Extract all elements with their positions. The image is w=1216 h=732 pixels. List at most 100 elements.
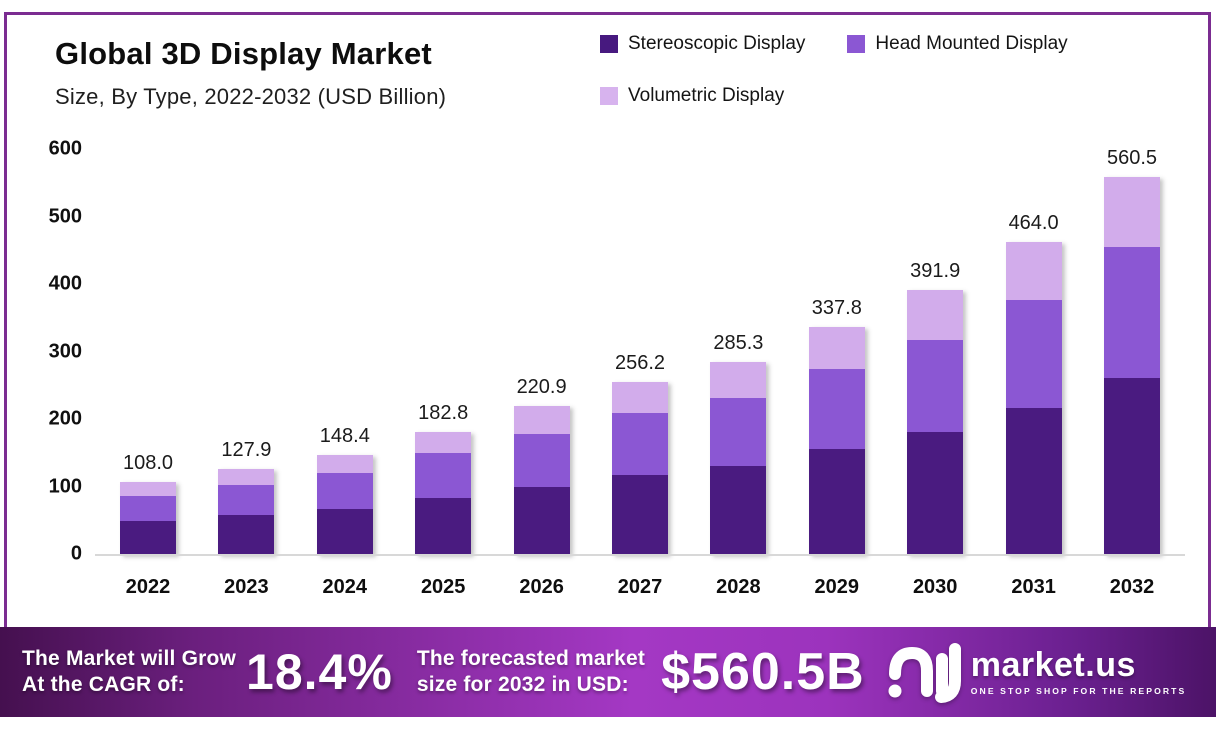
bar-2031-stereoscopic-display-segment <box>1005 408 1062 555</box>
bar-2023-volumetric-display-segment <box>218 468 275 485</box>
bar-2028-head-mounted-display-segment <box>710 398 767 466</box>
x-label-2024: 2024 <box>322 576 368 598</box>
bar-2029-volumetric-display-segment <box>808 327 865 370</box>
y-tick-100: 100 <box>48 475 82 497</box>
bar-total-label-2023: 127.9 <box>221 438 272 461</box>
bar-2028-volumetric-display-segment <box>710 362 767 399</box>
bar-2027: 256.2 <box>612 352 668 555</box>
bar-total-label-2028: 285.3 <box>713 332 764 355</box>
legend-item-head-mounted: Head Mounted Display <box>847 33 1068 55</box>
cagr-label-line2: At the CAGR of: <box>22 673 185 696</box>
forecast-label: The forecasted market size for 2032 in U… <box>417 646 645 697</box>
cagr-label: The Market will Grow At the CAGR of: <box>22 646 236 697</box>
bar-2030-stereoscopic-display-segment <box>907 431 964 555</box>
bar-total-label-2027: 256.2 <box>614 352 666 375</box>
bar-2027-head-mounted-display-segment <box>612 413 668 475</box>
bar-2026-stereoscopic-display-segment <box>513 486 570 555</box>
bar-2029-stereoscopic-display-segment <box>808 449 865 555</box>
brand-text: market.us ONE STOP SHOP FOR THE REPORTS <box>971 648 1187 696</box>
bar-2029: 337.8 <box>808 297 865 555</box>
y-tick-200: 200 <box>48 407 82 430</box>
bar-chart-plot-area: 108.0 127.9 148.4 182.8 220.9 256.2 285.3 337.8… <box>95 147 1185 555</box>
bar-2024-head-mounted-display-segment <box>316 472 373 509</box>
bar-2032-volumetric-display-segment <box>1104 176 1160 247</box>
bar-2025-stereoscopic-display-segment <box>415 498 472 555</box>
bar-2031-head-mounted-display-segment <box>1005 299 1062 409</box>
bar-2024: 148.4 <box>316 425 373 555</box>
bar-2025-head-mounted-display-segment <box>415 453 472 499</box>
bar-total-label-2022: 108.0 <box>122 452 174 475</box>
bar-2023-head-mounted-display-segment <box>218 484 275 516</box>
bar-2032: 560.5 <box>1104 147 1160 555</box>
cagr-value: 18.4% <box>246 644 393 700</box>
bottom-banner: The Market will Grow At the CAGR of: 18.… <box>0 627 1216 717</box>
y-tick-0: 0 <box>70 542 82 565</box>
bar-2030: 391.9 <box>907 260 964 555</box>
bar-total-label-2029: 337.8 <box>811 297 862 319</box>
bar-2022-volumetric-display-segment <box>120 482 176 497</box>
bar-2026-volumetric-display-segment <box>513 405 570 434</box>
forecast-label-line1: The forecasted market <box>416 647 646 671</box>
x-label-2026: 2026 <box>519 576 564 598</box>
forecast-value: $560.5B <box>661 643 865 701</box>
forecast-label-line2: size for 2032 in USD: <box>416 673 629 696</box>
legend-swatch-stereoscopic-icon <box>600 35 618 53</box>
bar-2031-volumetric-display-segment <box>1005 241 1062 300</box>
legend-label: Head Mounted Display <box>875 33 1068 54</box>
bar-2029-head-mounted-display-segment <box>808 369 865 450</box>
bar-2028: 285.3 <box>710 332 767 555</box>
bar-total-label-2024: 148.4 <box>319 424 370 447</box>
bar-2027-volumetric-display-segment <box>612 382 668 414</box>
legend-item-stereoscopic: Stereoscopic Display <box>600 33 805 55</box>
bar-2022-head-mounted-display-segment <box>120 496 176 522</box>
legend-swatch-volumetric-icon <box>600 87 618 105</box>
legend-row-2: Volumetric Display <box>600 85 1200 107</box>
bar-2023: 127.9 <box>218 439 275 555</box>
bar-2032-head-mounted-display-segment <box>1104 246 1160 378</box>
legend-label: Stereoscopic Display <box>628 33 806 54</box>
bar-2022-stereoscopic-display-segment <box>120 521 176 555</box>
page-subtitle: Size, By Type, 2022-2032 (USD Billion) <box>55 84 447 109</box>
bar-2030-volumetric-display-segment <box>907 290 964 340</box>
x-axis-labels: 2022 2023 2024 2025 2026 2027 2028 2029 2030 2031… <box>95 576 1185 602</box>
page-title: Global 3D Display Market <box>55 36 432 71</box>
x-label-2032: 2032 <box>1109 576 1155 598</box>
bar-total-label-2025: 182.8 <box>418 401 469 424</box>
bar-total-label-2031: 464.0 <box>1008 211 1059 234</box>
bar-2025-volumetric-display-segment <box>415 431 472 454</box>
legend-label: Volumetric Display <box>628 85 785 106</box>
legend-row-1: Stereoscopic Display Head Mounted Displa… <box>600 33 1200 55</box>
x-label-2022: 2022 <box>125 576 171 598</box>
bar-total-label-2032: 560.5 <box>1106 146 1158 169</box>
bar-total-label-2030: 391.9 <box>910 260 961 283</box>
bar-2026: 220.9 <box>513 376 570 555</box>
bar-2027-stereoscopic-display-segment <box>612 474 668 555</box>
marketus-logo-icon <box>888 643 961 703</box>
x-label-2030: 2030 <box>912 576 958 598</box>
bar-2024-stereoscopic-display-segment <box>316 508 373 555</box>
brand-tagline: ONE STOP SHOP FOR THE REPORTS <box>970 686 1187 696</box>
x-label-2029: 2029 <box>814 576 860 598</box>
bar-2028-stereoscopic-display-segment <box>710 465 767 555</box>
y-tick-600: 600 <box>48 137 82 160</box>
x-label-2027: 2027 <box>617 576 663 598</box>
bar-2026-head-mounted-display-segment <box>513 433 570 487</box>
legend-swatch-head-mounted-icon <box>847 35 866 53</box>
legend-item-volumetric: Volumetric Display <box>600 85 784 107</box>
y-tick-400: 400 <box>48 272 82 295</box>
bar-2024-volumetric-display-segment <box>316 454 373 473</box>
x-label-2023: 2023 <box>224 576 269 598</box>
bar-2031: 464.0 <box>1005 212 1062 555</box>
bar-2023-stereoscopic-display-segment <box>218 515 275 555</box>
marketus-brand: market.us ONE STOP SHOP FOR THE REPORTS <box>887 641 1187 703</box>
x-axis-baseline <box>95 554 1185 556</box>
bar-2025: 182.8 <box>415 402 472 555</box>
chart-legend: Stereoscopic Display Head Mounted Displa… <box>600 33 1200 137</box>
brand-name: market.us <box>970 646 1136 684</box>
y-tick-500: 500 <box>48 205 82 227</box>
bar-2022: 108.0 <box>120 452 176 555</box>
bar-total-label-2026: 220.9 <box>516 375 567 398</box>
bar-2032-stereoscopic-display-segment <box>1104 377 1160 555</box>
x-label-2025: 2025 <box>420 576 466 598</box>
x-label-2031: 2031 <box>1011 576 1056 598</box>
